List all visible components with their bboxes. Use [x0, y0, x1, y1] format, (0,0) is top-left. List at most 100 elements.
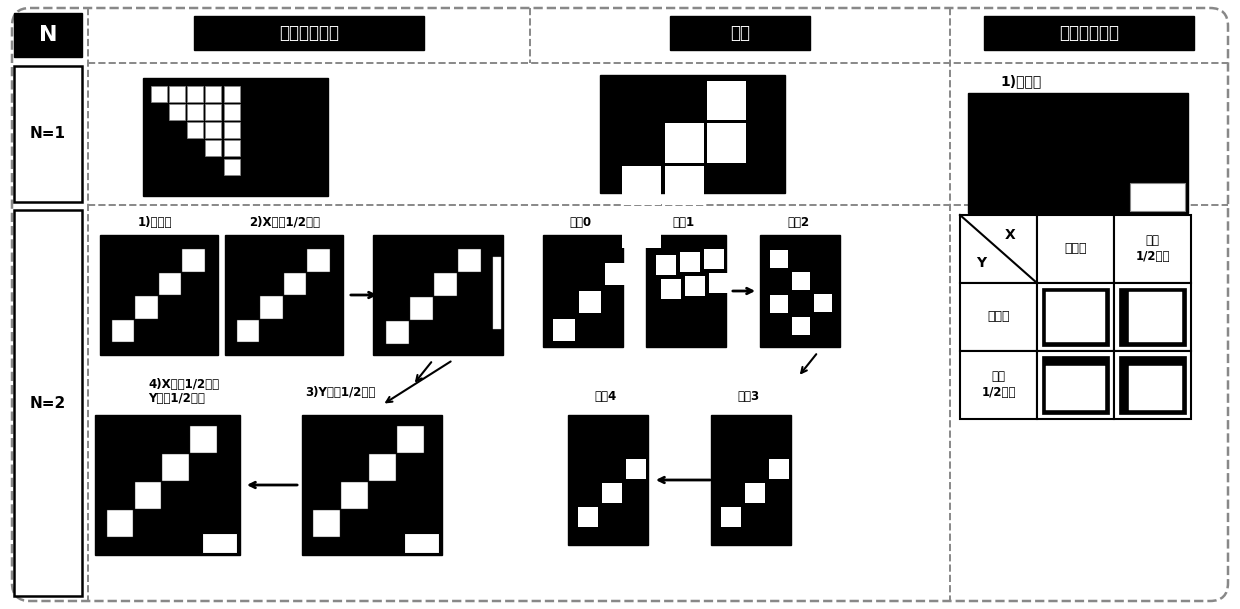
Text: 子图1: 子图1: [672, 217, 694, 230]
FancyBboxPatch shape: [12, 8, 1228, 601]
Bar: [224, 235, 343, 355]
Bar: [1118, 288, 1185, 346]
Bar: [1042, 288, 1109, 346]
Bar: [370, 454, 396, 481]
Bar: [284, 273, 306, 295]
Bar: [397, 426, 424, 453]
Bar: [308, 250, 330, 272]
Bar: [707, 81, 746, 120]
Bar: [202, 533, 237, 553]
Bar: [206, 141, 222, 157]
Bar: [707, 124, 746, 163]
Bar: [386, 321, 409, 344]
Bar: [151, 86, 167, 102]
Bar: [704, 249, 724, 269]
Bar: [680, 252, 701, 272]
Text: 子图0: 子图0: [569, 217, 591, 230]
Bar: [650, 435, 670, 455]
Text: 1)不移动: 1)不移动: [999, 74, 1042, 88]
Bar: [14, 13, 82, 57]
Text: 3)Y下移1/2像素: 3)Y下移1/2像素: [305, 387, 376, 400]
Text: X: X: [1004, 228, 1016, 242]
Bar: [665, 166, 704, 205]
Bar: [960, 351, 1037, 419]
Bar: [770, 250, 787, 268]
Bar: [1114, 351, 1190, 419]
Bar: [404, 533, 439, 553]
Bar: [605, 263, 627, 285]
Bar: [162, 454, 188, 481]
Bar: [646, 235, 725, 347]
Bar: [1047, 292, 1105, 342]
Bar: [135, 297, 157, 319]
Text: Y: Y: [976, 256, 987, 270]
Bar: [182, 250, 205, 272]
Text: 左移
1/2像素: 左移 1/2像素: [1136, 234, 1169, 264]
Bar: [107, 510, 133, 537]
Bar: [670, 16, 810, 50]
Bar: [191, 426, 217, 453]
Bar: [223, 158, 239, 175]
Text: 4)X右移1/2像素: 4)X右移1/2像素: [148, 379, 219, 392]
Bar: [14, 66, 82, 202]
Bar: [143, 78, 329, 196]
Bar: [1114, 283, 1190, 351]
Bar: [303, 415, 441, 555]
Bar: [792, 317, 810, 335]
Bar: [813, 294, 832, 312]
Bar: [223, 104, 239, 120]
Bar: [553, 319, 575, 341]
Bar: [169, 86, 185, 102]
Text: N=2: N=2: [30, 395, 66, 410]
Bar: [206, 86, 222, 102]
Bar: [579, 291, 601, 313]
Bar: [373, 235, 503, 355]
Bar: [684, 276, 706, 296]
Bar: [1130, 183, 1185, 211]
Bar: [193, 16, 424, 50]
Bar: [187, 122, 203, 138]
Bar: [100, 235, 218, 355]
Bar: [661, 279, 681, 299]
Bar: [134, 482, 161, 509]
Bar: [14, 210, 82, 596]
Bar: [665, 124, 704, 163]
Text: 2)X右移1/2像素: 2)X右移1/2像素: [249, 217, 320, 230]
Bar: [1042, 356, 1109, 414]
Bar: [1128, 366, 1182, 410]
Text: 子图: 子图: [730, 24, 750, 42]
Bar: [626, 459, 646, 479]
Bar: [622, 208, 661, 248]
Text: 不移动: 不移动: [987, 311, 1009, 323]
Bar: [434, 273, 456, 296]
Text: 子图4: 子图4: [595, 390, 618, 404]
Bar: [1118, 356, 1185, 414]
Bar: [601, 483, 622, 503]
Bar: [960, 283, 1037, 351]
Bar: [458, 250, 481, 272]
Bar: [1114, 215, 1190, 283]
Text: 1)不移动: 1)不移动: [138, 217, 172, 230]
Bar: [543, 235, 622, 347]
Bar: [769, 459, 789, 479]
Bar: [745, 483, 765, 503]
Bar: [341, 482, 368, 509]
Bar: [410, 297, 433, 320]
Bar: [223, 122, 239, 138]
Bar: [112, 320, 134, 342]
Text: N=1: N=1: [30, 127, 66, 141]
Text: 子图2: 子图2: [787, 217, 808, 230]
Text: 了图选取规则: 了图选取规则: [279, 24, 339, 42]
Bar: [794, 435, 813, 455]
Bar: [159, 273, 181, 295]
Bar: [985, 16, 1194, 50]
Bar: [656, 255, 676, 275]
Bar: [169, 104, 185, 120]
Text: 上移
1/2像素: 上移 1/2像素: [981, 370, 1016, 400]
Bar: [1037, 215, 1114, 283]
Bar: [622, 166, 661, 205]
Bar: [223, 141, 239, 157]
Bar: [1047, 366, 1105, 410]
Text: Y下移1/2像素: Y下移1/2像素: [148, 392, 205, 406]
Bar: [709, 273, 729, 293]
